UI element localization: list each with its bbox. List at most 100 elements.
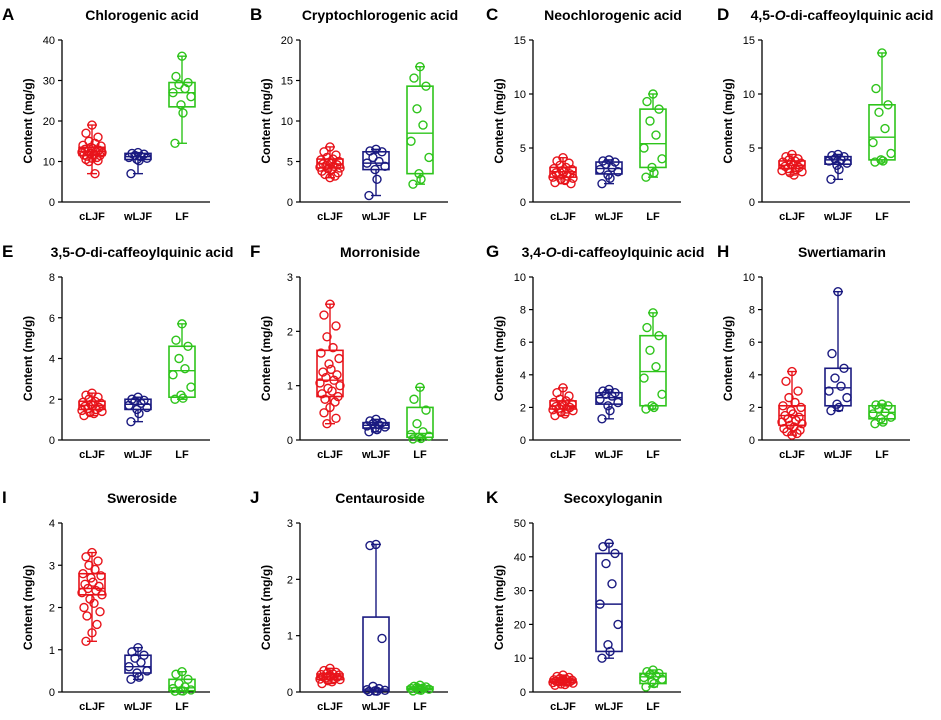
data-point [89,408,99,419]
data-point [126,416,136,427]
data-point [839,363,849,373]
series-cljf [315,663,345,689]
x-tick-label: LF [175,211,189,223]
panel-letter: H [717,242,729,261]
data-point [605,646,615,657]
y-tick-label: 0 [287,687,293,699]
panel-letter: D [717,5,729,24]
series-cljf [777,149,807,180]
y-tick-label: 8 [749,305,755,317]
data-point [649,402,659,413]
data-point [183,341,193,351]
data-point [332,370,342,380]
series-lf [868,48,896,167]
data-point [642,322,652,333]
x-tick-label: LF [646,701,660,713]
series-lf [168,319,196,404]
data-point [168,87,178,98]
series-cljf [315,299,345,429]
series-lf [639,665,667,692]
panel-letter: E [2,242,13,261]
data-point [830,154,840,164]
data-point [319,310,329,320]
data-point [177,51,187,61]
y-tick-label: 10 [743,89,755,101]
y-tick-label: 4 [49,354,55,366]
data-point [562,677,572,687]
data-point [142,402,152,413]
data-point [789,170,799,180]
y-tick-label: 2 [49,603,55,615]
data-point [657,389,667,400]
data-point [654,330,664,341]
data-point [605,405,615,416]
x-tick-label: LF [875,211,889,223]
data-point [886,412,896,422]
data-point [607,391,617,401]
data-point [550,410,560,421]
chart-panel-k: K Secoxyloganin 0 10 20 30 40 50 Content (mg/g) c… [486,488,681,713]
y-tick-label: 20 [43,116,55,128]
x-tick-label: LF [175,449,189,461]
data-point [317,678,327,689]
data-point [657,154,667,164]
data-point [81,636,91,646]
chart-panel-d: D 4,5-O-di-caffeoylquinic acid 0 5 10 15 Conte… [717,5,933,223]
data-point [601,389,611,400]
data-point [651,130,661,140]
data-point [327,677,337,687]
box [868,104,896,161]
data-point [174,353,184,364]
data-point [566,178,576,189]
x-tick-label: wLJF [361,701,390,713]
data-point [784,392,794,403]
series-cljf [548,670,578,690]
data-point [134,408,144,419]
data-point [826,405,836,416]
data-point [651,361,661,372]
data-point [168,370,178,380]
data-point [79,602,89,613]
data-point [319,408,329,418]
data-point [126,674,136,685]
data-point [797,167,807,177]
data-point [880,407,890,417]
data-point [178,108,188,118]
chart-title: Sweroside [107,490,177,506]
data-point [871,83,881,94]
data-point [126,168,136,179]
data-point [424,152,434,163]
data-point [371,144,381,155]
data-point [412,419,422,429]
data-point [408,179,418,189]
series-wljf [595,155,623,189]
data-point [322,419,332,429]
data-point [416,174,426,185]
data-point [833,286,843,297]
data-point [325,142,335,152]
y-axis-label: Content (mg/g) [21,565,35,650]
x-tick-label: LF [413,449,427,461]
series-lf [639,308,667,414]
data-point [645,116,655,126]
data-point [834,164,844,175]
y-axis-label: Content (mg/g) [259,78,273,163]
y-axis-label: Content (mg/g) [259,316,273,401]
data-point [558,383,568,393]
data-point [886,148,896,159]
y-tick-label: 15 [281,76,293,88]
y-tick-label: 4 [49,518,55,530]
y-tick-label: 5 [520,143,526,155]
data-point [412,104,422,114]
y-tick-label: 15 [514,35,526,47]
data-point [645,345,655,356]
data-point [177,667,187,677]
x-tick-label: LF [413,701,427,713]
data-point [649,168,659,178]
data-point [322,332,332,342]
chart-panel-g: G 3,4-O-di-caffeoylquinic acid 0 2 4 6 8 10 Cont… [486,242,704,461]
data-point [84,156,94,167]
x-tick-label: wLJF [123,701,152,713]
data-point [81,552,91,562]
data-point [90,168,100,179]
